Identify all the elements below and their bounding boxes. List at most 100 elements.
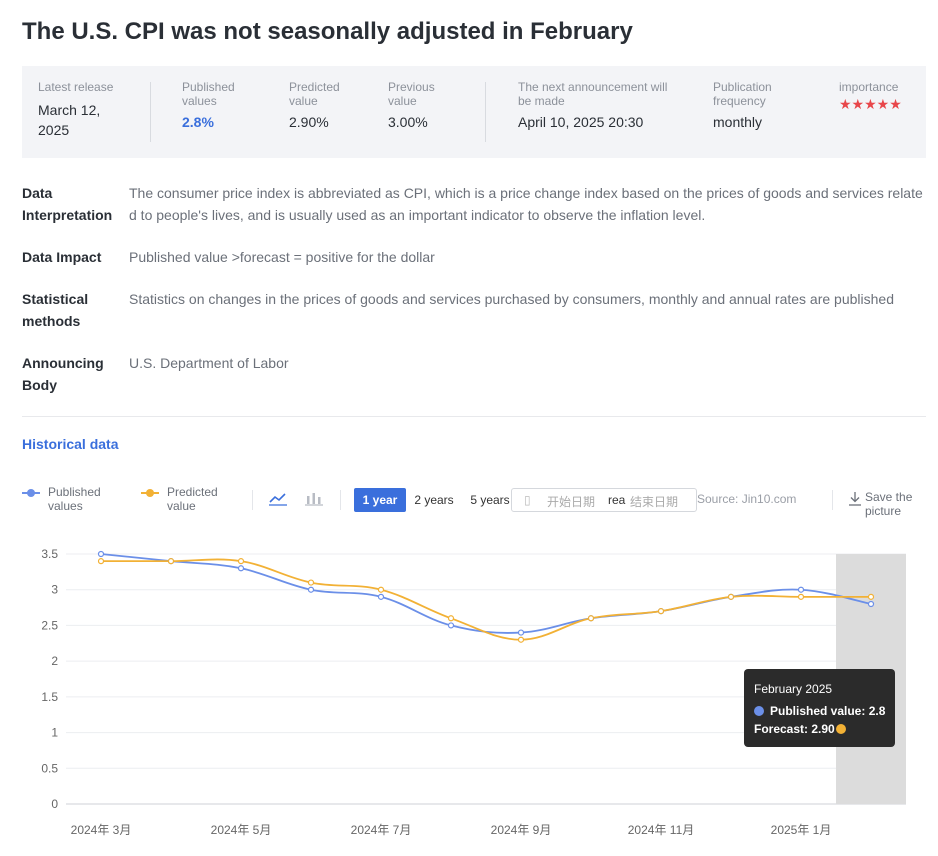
bar-chart-icon[interactable] (304, 490, 324, 506)
published-data-point (97, 550, 105, 558)
save-line1: Save the (865, 490, 913, 504)
tooltip-forecast: Forecast: 2.90 (754, 722, 846, 736)
end-date-input[interactable]: 结束日期 (630, 495, 679, 509)
interpretation-key-line1: Data (22, 185, 53, 201)
page-title: The U.S. CPI was not seasonally adjusted… (22, 18, 633, 45)
forecast-dot-icon (835, 724, 846, 734)
legend-predicted-marker-icon (141, 489, 159, 497)
published-block: Published values 2.8% (182, 80, 235, 132)
latest-release-year: 2025 (38, 122, 70, 138)
interpretation-key-line2: Interpretation (22, 207, 113, 223)
importance-stars-icon: ★★★★★ (839, 96, 902, 112)
legend-published-label: Published values (48, 485, 101, 513)
published-data-point (447, 622, 455, 629)
methods-key-line2: methods (22, 313, 81, 329)
legend-predicted-line1: Predicted (167, 485, 218, 499)
methods-key-line1: Statistical (22, 291, 89, 307)
predicted-value: 2.90% (289, 114, 329, 130)
x-tick-label: 2024年 3月 (71, 823, 132, 837)
next-announcement-label: The next announcement will be made (518, 80, 667, 108)
importance-label: importance (839, 80, 899, 94)
section-divider (22, 416, 926, 417)
date-range-separator: rea (608, 493, 626, 507)
next-label-line1: The next announcement will (518, 80, 668, 94)
x-tick-label: 2024年 11月 (628, 823, 695, 837)
predicted-label-line1: Predicted (289, 80, 340, 94)
chart-tooltip: February 2025 Published value: 2.8 Forec… (744, 669, 895, 747)
methods-key: Statistical methods (22, 288, 122, 332)
predicted-label: Predicted value (289, 80, 340, 108)
predicted-data-point (867, 593, 875, 600)
published-data-point (237, 565, 245, 572)
announcing-body-key-line2: Body (22, 377, 57, 393)
published-data-point (517, 629, 525, 636)
previous-label-line2: value (388, 94, 417, 108)
published-data-point (867, 600, 875, 608)
published-label-line2: values (182, 94, 217, 108)
predicted-data-point (657, 608, 665, 615)
latest-release-block: Latest release March 12, 2025 (38, 80, 113, 140)
previous-label-line1: Previous (388, 80, 435, 94)
predicted-data-point (587, 615, 595, 622)
predicted-data-point (517, 636, 525, 643)
published-data-point (797, 586, 805, 593)
predicted-data-point (307, 579, 315, 586)
latest-release-label: Latest release (38, 80, 114, 94)
interpretation-value: The consumer price index is abbreviated … (129, 185, 923, 223)
legend-predicted-label: Predicted value (167, 485, 218, 513)
published-label-line1: Published (182, 80, 235, 94)
published-data-point (377, 593, 385, 600)
y-tick-label: 0.5 (41, 761, 58, 775)
frequency-label-line1: Publication (713, 80, 772, 94)
y-tick-label: 2 (51, 654, 58, 668)
start-date-input[interactable]: 开始日期 (547, 495, 596, 509)
y-tick-label: 1 (51, 726, 58, 740)
predicted-data-point (377, 586, 385, 593)
published-data-point (307, 586, 315, 593)
toolbar-divider (832, 490, 833, 510)
announcing-body-key-line1: Announcing (22, 355, 104, 371)
predicted-label-line2: value (289, 94, 318, 108)
tooltip-forecast-text: Forecast: 2.90 (754, 722, 835, 736)
line-chart-icon[interactable] (268, 490, 288, 506)
range-2-years-button[interactable]: 2 years (408, 488, 460, 512)
data-source: Source: Jin10.com (697, 492, 797, 506)
release-summary-panel: Latest release March 12, 2025 Published … (22, 66, 926, 158)
y-tick-label: 3.5 (41, 547, 58, 561)
date-range-picker[interactable]: ▯ 开始日期 rea 结束日期 (511, 488, 697, 512)
legend-predicted-line2: value (167, 499, 196, 513)
download-icon (849, 492, 861, 506)
tooltip-month: February 2025 (754, 682, 833, 696)
x-tick-label: 2024年 7月 (351, 823, 412, 837)
y-tick-label: 0 (51, 797, 58, 811)
calendar-icon: ▯ (524, 493, 531, 507)
legend-published-line1: Published (48, 485, 101, 499)
summary-divider (485, 82, 486, 142)
frequency-block: Publication frequency monthly (713, 80, 772, 132)
latest-release-value: March 12, 2025 (38, 100, 113, 140)
tooltip-published-text: Published value: 2.8 (770, 704, 886, 718)
previous-label: Previous value (388, 80, 435, 108)
x-tick-label: 2024年 5月 (211, 823, 272, 837)
impact-key: Data Impact (22, 249, 102, 265)
methods-value: Statistics on changes in the prices of g… (129, 291, 894, 307)
range-1-year-button[interactable]: 1 year (354, 488, 406, 512)
range-5-years-button[interactable]: 5 years (462, 488, 518, 512)
next-label-line2: be made (518, 94, 565, 108)
x-tick-label: 2024年 9月 (491, 823, 552, 837)
previous-value: 3.00% (388, 114, 428, 130)
published-series-line (100, 553, 872, 634)
published-label: Published values (182, 80, 235, 108)
x-tick-label: 2025年 1月 (771, 823, 832, 837)
next-announcement-value: April 10, 2025 20:30 (518, 114, 644, 130)
predicted-data-point (237, 558, 245, 565)
interpretation-key: Data Interpretation (22, 182, 122, 226)
save-picture-label: Save the picture (865, 490, 912, 518)
published-dot-icon (754, 706, 764, 716)
toolbar-divider (252, 490, 253, 510)
summary-divider (150, 82, 151, 142)
historical-data-title: Historical data (22, 436, 119, 452)
predicted-series-line (100, 558, 871, 641)
announcing-body-key: Announcing Body (22, 352, 122, 396)
y-tick-label: 2.5 (41, 618, 58, 632)
